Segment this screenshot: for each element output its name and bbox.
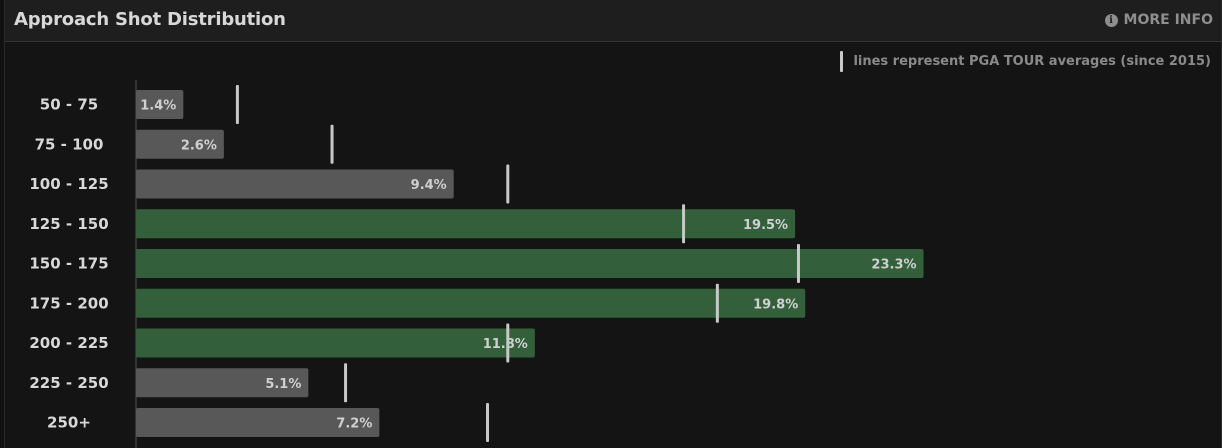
bar-value-label: 19.5% [743, 218, 788, 233]
bar-value-label: 1.4% [140, 99, 176, 114]
pga-average-marker [330, 124, 334, 164]
category-label: 125 - 150 [29, 215, 108, 233]
category-label: 100 - 125 [29, 175, 108, 193]
legend-text: lines represent PGA TOUR averages (since… [853, 54, 1211, 69]
bar-value-label: 19.8% [753, 297, 798, 312]
pga-average-marker [486, 403, 490, 442]
pga-average-marker [715, 283, 719, 323]
category-label: 150 - 175 [29, 255, 108, 273]
panel-title: Approach Shot Distribution [14, 9, 286, 30]
chart-legend: lines represent PGA TOUR averages (since… [840, 51, 1211, 72]
bar [136, 90, 184, 119]
pga-average-marker [682, 204, 686, 244]
category-label: 200 - 225 [29, 334, 108, 352]
bar [136, 209, 796, 239]
bar [136, 249, 924, 278]
bar-chart: 50 - 75 1.4% 75 - 100 2.6% 100 - 125 9.4% 125 … [29, 80, 924, 448]
bar-value-label: 2.6% [181, 138, 217, 153]
category-label: 175 - 200 [29, 294, 108, 312]
category-label: 225 - 250 [29, 374, 108, 392]
panel-header: Approach Shot Distribution i MORE INFO [5, 0, 1221, 42]
category-label: 75 - 100 [35, 135, 104, 153]
more-info-label: MORE INFO [1123, 12, 1213, 28]
bar-value-label: 23.3% [871, 258, 916, 273]
bar-value-label: 5.1% [265, 377, 301, 392]
bar [136, 408, 380, 437]
bar-value-label: 7.2% [336, 417, 372, 432]
bar [136, 169, 454, 199]
pga-average-marker [506, 323, 510, 363]
bar [136, 288, 806, 318]
category-label: 50 - 75 [40, 96, 98, 114]
bar-value-label: 9.4% [411, 178, 447, 193]
pga-average-marker [344, 363, 348, 403]
bar-value-label: 11.8% [483, 337, 528, 352]
pga-average-marker [235, 85, 239, 124]
pga-average-marker [796, 244, 800, 283]
category-label: 250+ [47, 414, 91, 432]
more-info-button[interactable]: i MORE INFO [1104, 12, 1213, 28]
pga-average-marker [506, 164, 510, 204]
info-icon: i [1104, 13, 1118, 27]
chart-panel: Approach Shot Distribution i MORE INFO l… [4, 0, 1222, 448]
bar [136, 328, 535, 358]
bar [136, 368, 309, 398]
average-line-legend-mark [840, 51, 844, 72]
bar [136, 129, 224, 159]
